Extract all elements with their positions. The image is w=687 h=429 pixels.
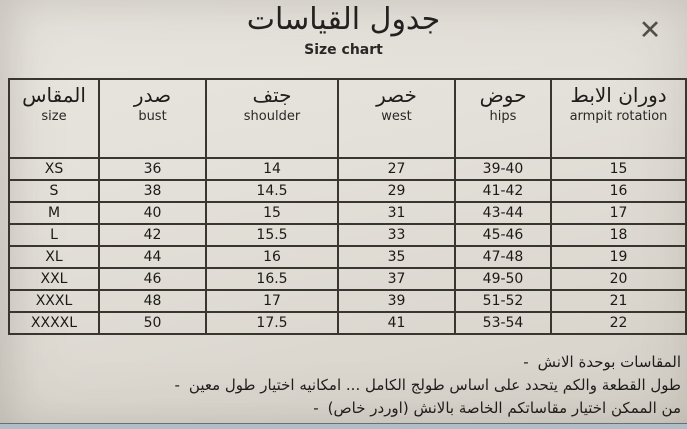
- table-row: XL 44 16 35 47-48 19: [8, 245, 687, 269]
- size-label-cell: S: [8, 179, 100, 203]
- size-label-cell: XXXXL: [8, 311, 100, 335]
- measurement-cell: 49-50: [454, 267, 552, 291]
- footnote-line: - المقاسات بوحدة الانش: [523, 351, 681, 373]
- dash-bullet: -: [313, 399, 319, 417]
- table-row: L 42 15.5 33 45-46 18: [8, 223, 687, 247]
- measurement-cell: 15: [205, 201, 339, 225]
- column-header: خصر west: [337, 78, 456, 159]
- measurement-cell: 33: [337, 223, 456, 247]
- footnote-text: من الممكن اختيار مقاساتكم الخاصة بالانش …: [327, 399, 681, 417]
- measurement-cell: 45-46: [454, 223, 552, 247]
- measurement-cell: 47-48: [454, 245, 552, 269]
- column-header: حوض hips: [454, 78, 552, 159]
- column-header-english: west: [381, 109, 412, 124]
- table-row: XXXXL 50 17.5 41 53-54 22: [8, 311, 687, 335]
- measurement-cell: 51-52: [454, 289, 552, 313]
- measurement-cell: 37: [337, 267, 456, 291]
- photo-bottom-edge: [0, 423, 687, 429]
- table-row: XS 36 14 27 39-40 15: [8, 157, 687, 181]
- size-chart-table: المقاس size صدر bust جتف shoulder خصر west حوض hi…: [8, 78, 687, 335]
- footnote-line: - طول القطعة والكم يتحدد على اساس طولج ا…: [175, 374, 682, 396]
- measurement-cell: 15: [550, 157, 687, 181]
- column-header: جتف shoulder: [205, 78, 339, 159]
- column-header: دوران الابط armpit rotation: [550, 78, 687, 159]
- measurement-cell: 42: [98, 223, 207, 247]
- column-header-english: bust: [138, 109, 167, 124]
- column-header-arabic: صدر: [133, 83, 172, 107]
- measurement-cell: 48: [98, 289, 207, 313]
- table-row: XXL 46 16.5 37 49-50 20: [8, 267, 687, 291]
- size-table-header-row: المقاس size صدر bust جتف shoulder خصر west حوض hi…: [8, 78, 687, 159]
- measurement-cell: 14.5: [205, 179, 339, 203]
- footnotes: - المقاسات بوحدة الانش - طول القطعة والك…: [175, 351, 682, 419]
- measurement-cell: 16: [205, 245, 339, 269]
- size-label-cell: XL: [8, 245, 100, 269]
- measurement-cell: 35: [337, 245, 456, 269]
- measurement-cell: 50: [98, 311, 207, 335]
- dash-bullet: -: [523, 353, 529, 371]
- measurement-cell: 44: [98, 245, 207, 269]
- column-header: صدر bust: [98, 78, 207, 159]
- measurement-cell: 53-54: [454, 311, 552, 335]
- measurement-cell: 38: [98, 179, 207, 203]
- measurement-cell: 17: [550, 201, 687, 225]
- measurement-cell: 22: [550, 311, 687, 335]
- column-header-english: armpit rotation: [569, 109, 668, 124]
- column-header-arabic: خصر: [376, 83, 417, 107]
- page-title-english: Size chart: [304, 42, 383, 58]
- column-header-english: shoulder: [243, 109, 301, 124]
- measurement-cell: 46: [98, 267, 207, 291]
- column-header-arabic: جتف: [252, 83, 292, 107]
- table-row: S 38 14.5 29 41-42 16: [8, 179, 687, 203]
- measurement-cell: 16: [550, 179, 687, 203]
- size-label-cell: XXL: [8, 267, 100, 291]
- measurement-cell: 17.5: [205, 311, 339, 335]
- size-table-body: XS 36 14 27 39-40 15 S 38 14.5 29 41-42 16 M 40 15 31 43…: [8, 157, 687, 335]
- measurement-cell: 31: [337, 201, 456, 225]
- footnote-line: - من الممكن اختيار مقاساتكم الخاصة بالان…: [313, 397, 681, 419]
- measurement-cell: 14: [205, 157, 339, 181]
- footnote-text: المقاسات بوحدة الانش: [537, 353, 681, 371]
- size-label-cell: L: [8, 223, 100, 247]
- page-title-arabic: جدول القياسات: [246, 2, 441, 37]
- measurement-cell: 39: [337, 289, 456, 313]
- measurement-cell: 18: [550, 223, 687, 247]
- column-header-arabic: حوض: [479, 83, 527, 107]
- column-header-english: hips: [489, 109, 517, 124]
- measurement-cell: 43-44: [454, 201, 552, 225]
- column-header-english: size: [41, 109, 67, 124]
- size-label-cell: XS: [8, 157, 100, 181]
- table-row: XXXL 48 17 39 51-52 21: [8, 289, 687, 313]
- measurement-cell: 15.5: [205, 223, 339, 247]
- measurement-cell: 19: [550, 245, 687, 269]
- measurement-cell: 16.5: [205, 267, 339, 291]
- dash-bullet: -: [174, 376, 180, 394]
- size-label-cell: M: [8, 201, 100, 225]
- column-header-arabic: المقاس: [22, 83, 86, 107]
- column-header-arabic: دوران الابط: [570, 83, 667, 107]
- table-row: M 40 15 31 43-44 17: [8, 201, 687, 225]
- measurement-cell: 29: [337, 179, 456, 203]
- measurement-cell: 40: [98, 201, 207, 225]
- measurement-cell: 27: [337, 157, 456, 181]
- size-label-cell: XXXL: [8, 289, 100, 313]
- measurement-cell: 41-42: [454, 179, 552, 203]
- measurement-cell: 41: [337, 311, 456, 335]
- measurement-cell: 20: [550, 267, 687, 291]
- measurement-cell: 39-40: [454, 157, 552, 181]
- measurement-cell: 21: [550, 289, 687, 313]
- measurement-cell: 36: [98, 157, 207, 181]
- close-icon[interactable]: ✕: [638, 15, 662, 46]
- measurement-cell: 17: [205, 289, 339, 313]
- column-header: المقاس size: [8, 78, 100, 159]
- footnote-text: طول القطعة والكم يتحدد على اساس طولج الك…: [188, 376, 681, 394]
